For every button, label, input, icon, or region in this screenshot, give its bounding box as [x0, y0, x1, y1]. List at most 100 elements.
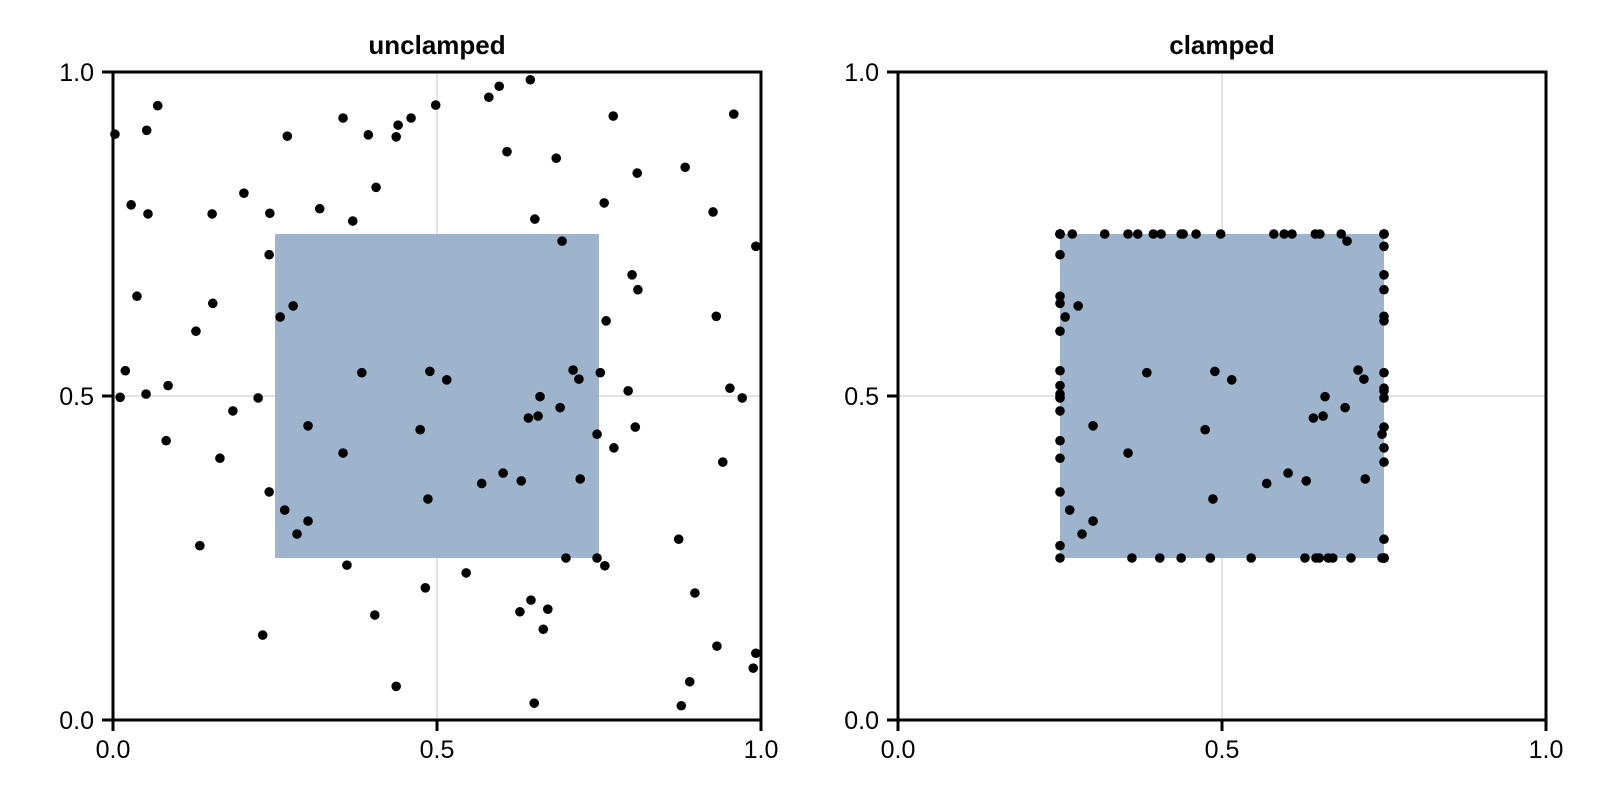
data-point [1379, 270, 1389, 280]
data-point [1055, 365, 1065, 376]
data-point [1176, 553, 1186, 563]
data-point [498, 468, 508, 478]
data-point [215, 453, 225, 464]
data-point [441, 375, 452, 385]
data-point [132, 291, 142, 302]
data-point [253, 393, 263, 403]
x-tick-label: 0.5 [1205, 736, 1240, 764]
data-point [391, 681, 401, 692]
data-point [1055, 406, 1065, 416]
data-point [711, 311, 722, 322]
data-point [515, 606, 525, 617]
y-tick-label: 1.0 [844, 59, 879, 87]
data-point [420, 583, 431, 593]
data-point [141, 125, 152, 136]
data-point [1200, 424, 1210, 435]
data-point [1379, 457, 1389, 467]
data-point [264, 487, 274, 497]
data-point [728, 109, 739, 119]
data-point [1377, 553, 1387, 563]
data-point [673, 534, 684, 545]
y-tick-label: 1.0 [59, 59, 94, 87]
data-point [1300, 553, 1310, 563]
data-point [1353, 365, 1363, 375]
data-point [461, 568, 471, 578]
data-point [1215, 229, 1226, 239]
data-point [751, 241, 761, 252]
data-point [1088, 421, 1098, 431]
data-point [430, 100, 441, 110]
data-point [1055, 249, 1065, 260]
data-point [275, 312, 285, 322]
data-point [1067, 229, 1078, 239]
data-point [415, 424, 425, 435]
data-point [1055, 453, 1065, 464]
data-point [574, 374, 584, 384]
data-point [1156, 229, 1166, 239]
data-point [1318, 411, 1328, 421]
data-point [195, 540, 205, 551]
data-point [115, 392, 125, 403]
data-point [338, 113, 348, 123]
data-point [737, 393, 748, 403]
data-point [338, 448, 348, 458]
data-point [314, 203, 325, 214]
data-point [371, 182, 381, 193]
data-point [1360, 474, 1371, 484]
data-point [1279, 229, 1290, 239]
data-point [347, 216, 358, 226]
data-point [126, 200, 136, 210]
data-point [557, 236, 567, 246]
data-point [1055, 435, 1065, 446]
data-point [502, 146, 512, 157]
data-point [535, 391, 545, 402]
data-point [1210, 366, 1220, 377]
data-point [391, 132, 401, 142]
data-point [627, 270, 637, 280]
data-point [1379, 284, 1389, 295]
data-point [708, 207, 718, 217]
data-point [633, 284, 643, 295]
data-point [526, 595, 536, 605]
x-tick-label: 0.0 [96, 736, 131, 764]
data-point [163, 380, 173, 391]
data-point [600, 560, 610, 571]
data-point [1060, 312, 1070, 322]
x-tick-label: 1.0 [744, 736, 779, 764]
data-point [1132, 229, 1143, 239]
data-point [363, 130, 374, 140]
data-point [676, 700, 687, 711]
data-point [1055, 326, 1065, 336]
data-point [1088, 516, 1098, 526]
x-tick-label: 0.5 [420, 736, 455, 764]
data-point [712, 641, 722, 651]
data-point [207, 298, 218, 309]
data-point [1148, 229, 1159, 239]
data-point [690, 588, 700, 598]
data-point [1099, 229, 1110, 239]
data-point [1379, 534, 1389, 545]
data-point [1314, 553, 1324, 563]
data-point [1340, 402, 1350, 413]
y-tick-label: 0.0 [59, 707, 94, 735]
data-point [152, 100, 163, 111]
data-point [423, 494, 433, 504]
y-tick-label: 0.0 [844, 707, 879, 735]
data-point [608, 111, 619, 121]
data-point [632, 168, 643, 178]
data-point [257, 630, 268, 640]
data-point [725, 383, 735, 394]
data-point [406, 113, 416, 123]
scatter-plot-unclamped: 0.0 0.5 1.0 0.0 0.5 1.0 [59, 59, 778, 764]
data-point [575, 474, 586, 484]
data-point [282, 131, 293, 141]
data-point [369, 610, 380, 620]
data-point [751, 648, 761, 659]
data-point [1055, 540, 1065, 551]
data-point [551, 153, 562, 163]
scatter-plot-clamped: 0.0 0.5 1.0 0.0 0.5 1.0 [844, 59, 1563, 764]
data-point [1123, 448, 1133, 458]
data-point [1359, 374, 1369, 384]
data-point [1379, 422, 1389, 432]
data-point [303, 421, 313, 431]
